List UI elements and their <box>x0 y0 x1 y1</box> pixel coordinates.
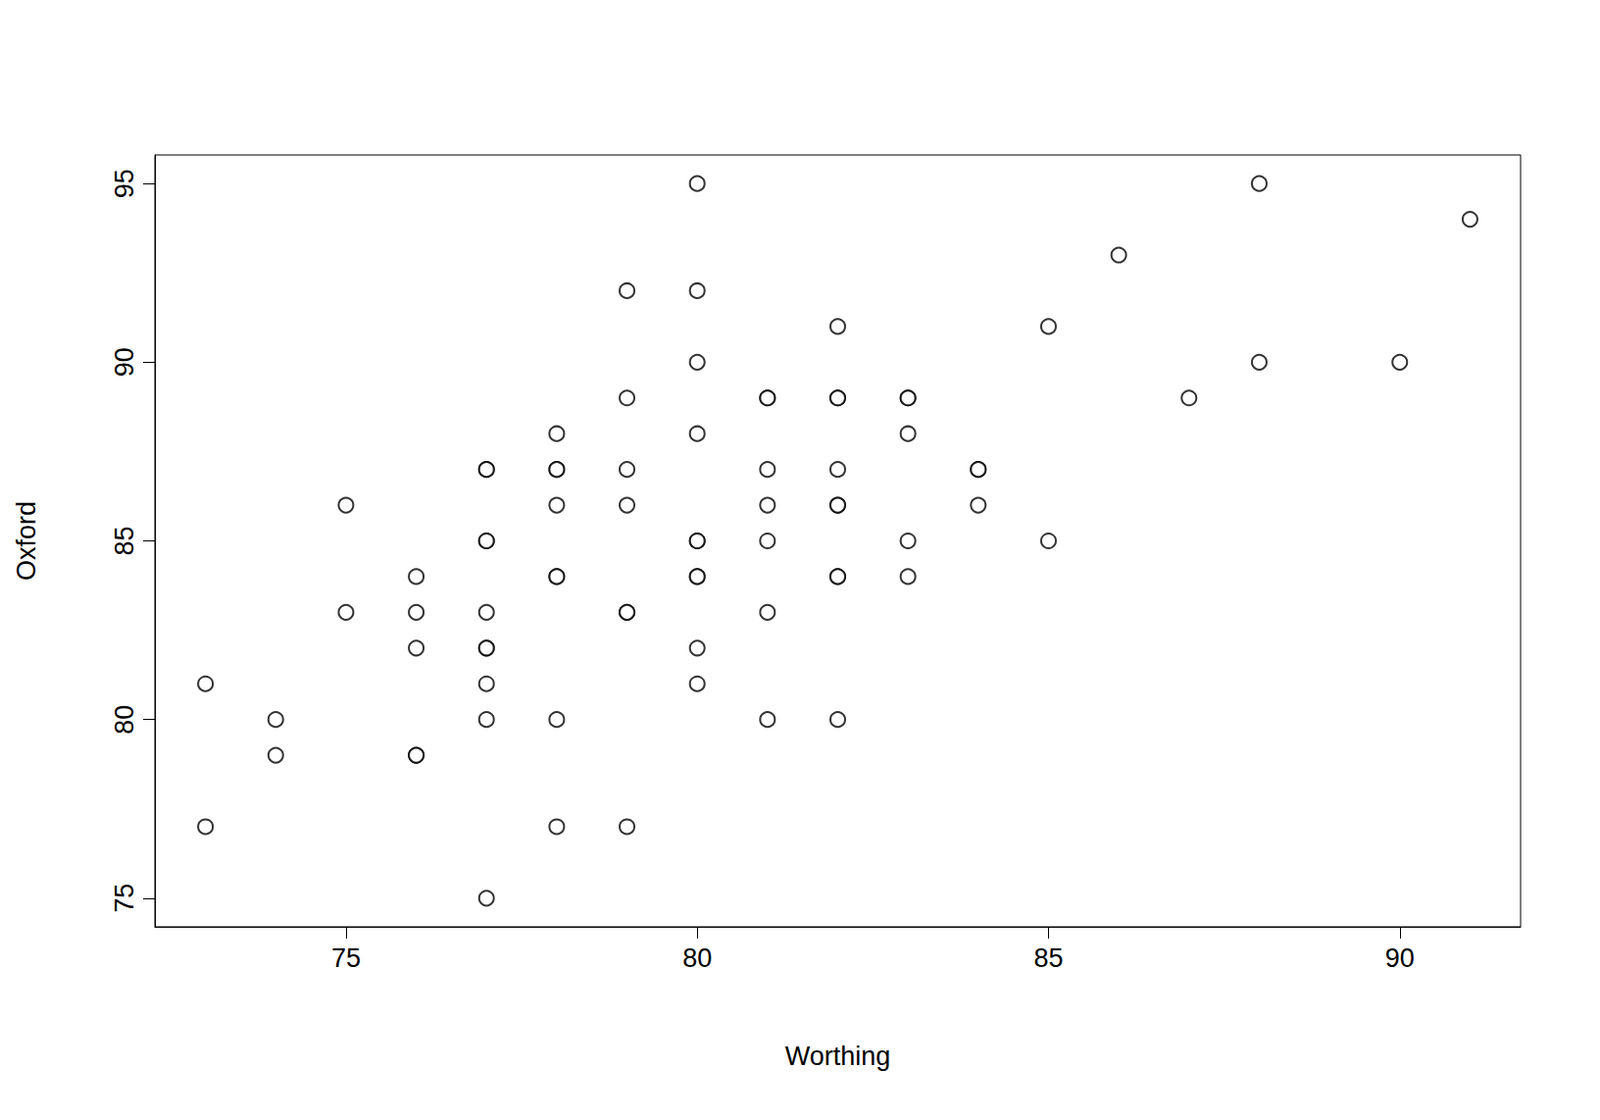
svg-text:80: 80 <box>682 943 712 973</box>
svg-text:75: 75 <box>109 883 140 913</box>
svg-text:75: 75 <box>331 943 361 973</box>
svg-text:95: 95 <box>109 168 140 199</box>
svg-text:85: 85 <box>109 525 140 555</box>
svg-text:Oxford: Oxford <box>11 500 42 581</box>
svg-text:85: 85 <box>1033 943 1063 973</box>
svg-text:Worthing: Worthing <box>785 1041 892 1071</box>
svg-text:90: 90 <box>1385 943 1415 973</box>
svg-text:80: 80 <box>109 704 140 735</box>
svg-text:90: 90 <box>109 347 140 377</box>
